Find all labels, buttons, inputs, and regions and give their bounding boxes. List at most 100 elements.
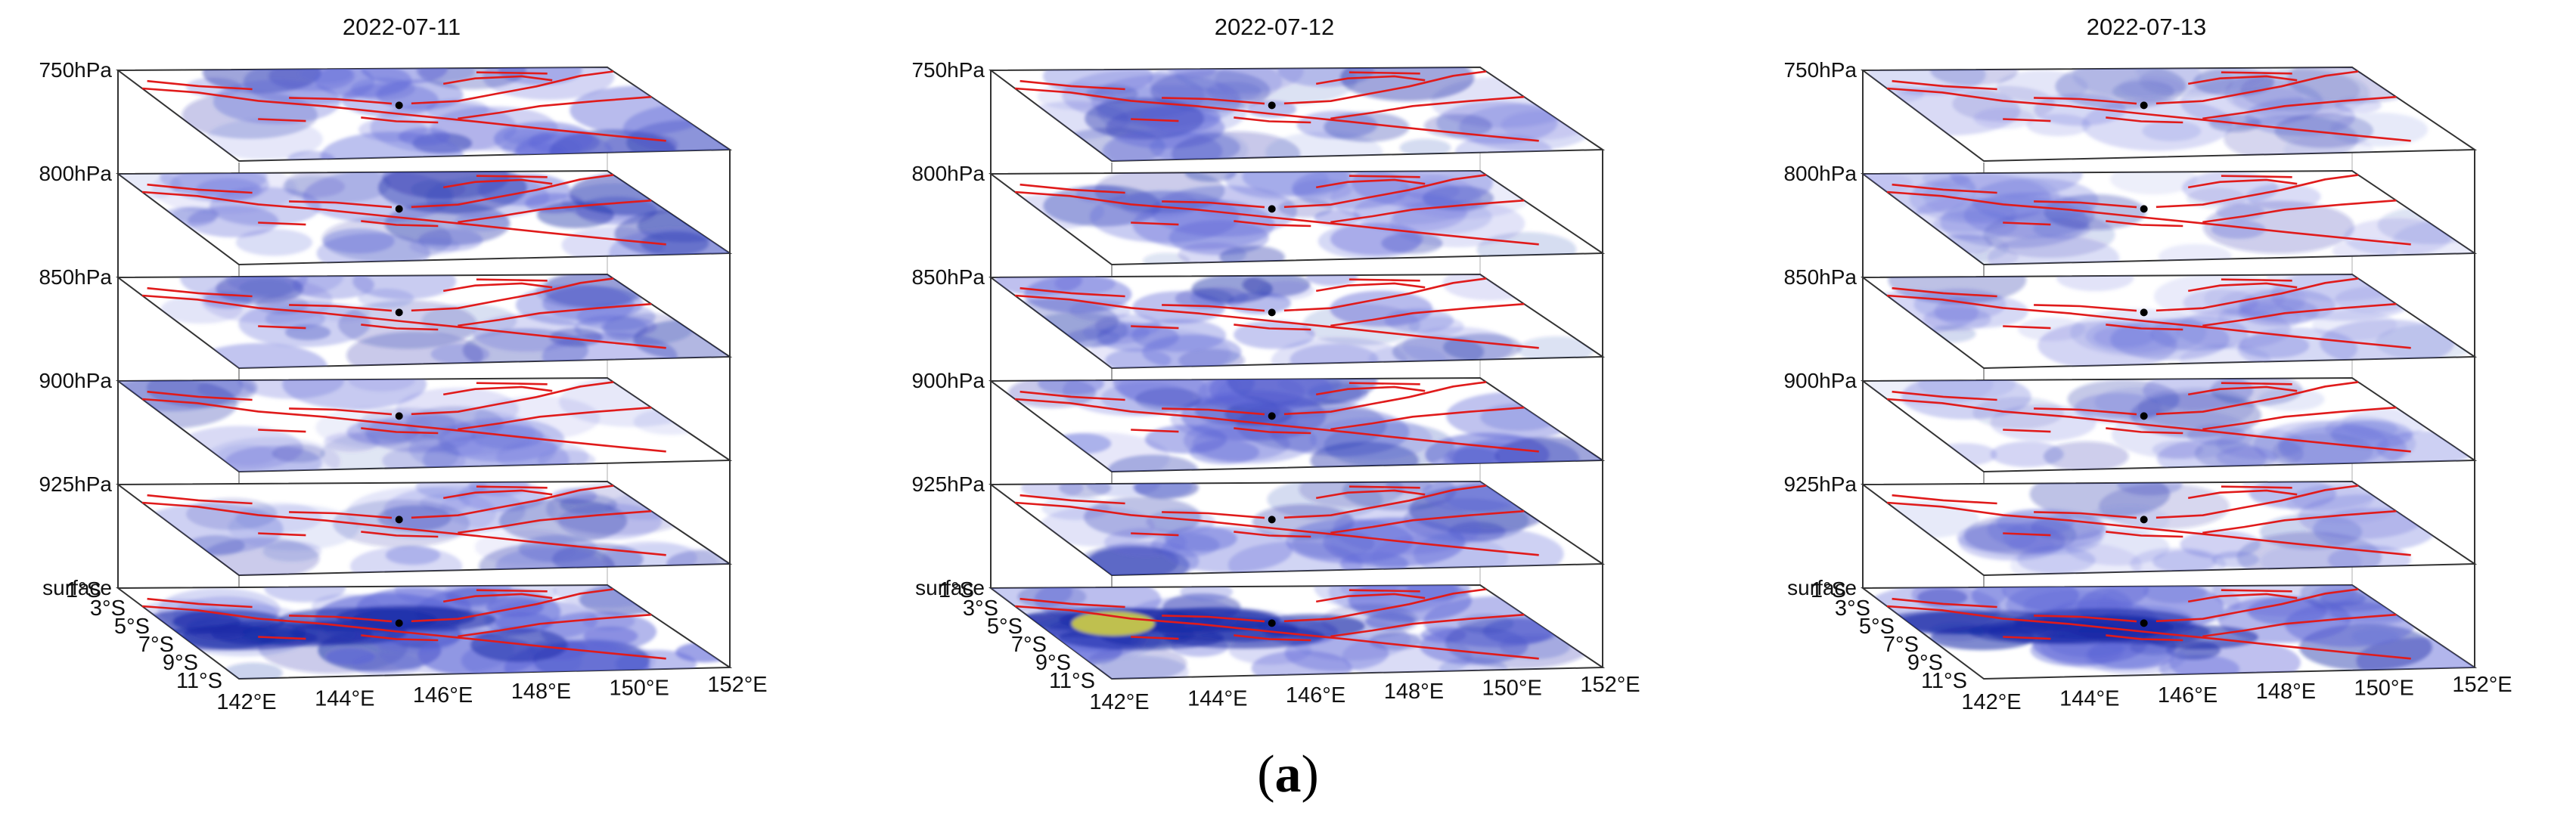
y-tick-label: 7°S <box>1883 633 1919 657</box>
field-blob <box>2135 67 2273 93</box>
fault-line <box>141 294 666 349</box>
y-tick-label: 11°S <box>176 669 222 693</box>
fault-lines <box>1014 381 1539 453</box>
field-blob <box>1286 519 1414 564</box>
field-blob <box>1399 138 1451 157</box>
level-label: 900hPa <box>911 369 985 392</box>
fault-line <box>1349 278 1420 282</box>
fault-line <box>258 221 306 226</box>
fault-line <box>1892 494 1997 505</box>
fault-line <box>2221 485 2292 489</box>
level-slab <box>989 376 1606 473</box>
fault-line <box>2106 531 2183 538</box>
level-label: 750hPa <box>39 58 112 82</box>
fault-line <box>258 636 306 640</box>
field-blob <box>1171 131 1301 161</box>
field-blob <box>416 67 526 90</box>
y-tick-label: 9°S <box>1035 651 1071 675</box>
fault-line <box>147 286 253 298</box>
fault-line <box>2155 70 2359 105</box>
field-blob <box>2158 243 2232 265</box>
field-blob <box>2311 310 2398 340</box>
field-blob <box>287 150 335 161</box>
field-blob <box>206 119 323 160</box>
field-blob <box>495 440 589 472</box>
x-tick-label: 150°E <box>1482 677 1542 701</box>
station-marker <box>395 619 403 627</box>
fault-line <box>411 485 614 519</box>
field-blob <box>1339 585 1398 599</box>
fault-line <box>289 200 393 209</box>
fault-line <box>361 531 439 538</box>
field-blob <box>2043 441 2129 472</box>
field-blob <box>1104 528 1187 557</box>
fault-line <box>1020 286 1125 298</box>
level-label: surface <box>915 576 985 599</box>
field-blob <box>358 288 414 308</box>
fault-line <box>2202 613 2397 638</box>
fault-line <box>442 282 553 293</box>
fault-line <box>2155 588 2359 623</box>
field-blob <box>1105 348 1172 368</box>
fault-line <box>1349 382 1420 386</box>
station-marker <box>1268 619 1276 627</box>
x-tick-label: 142°E <box>216 690 276 714</box>
field-blob <box>1139 104 1221 132</box>
fault-line <box>1330 613 1525 638</box>
fault-line <box>1892 183 1997 194</box>
fault-line <box>147 597 253 608</box>
field-blob <box>235 228 313 256</box>
fault-line <box>258 532 306 537</box>
fault-line <box>411 174 614 209</box>
fault-line <box>1131 118 1179 122</box>
field-blob <box>1931 443 1997 466</box>
fault-lines <box>1886 381 2411 453</box>
x-tick-label: 150°E <box>2354 677 2414 701</box>
fault-line <box>1131 325 1179 330</box>
field-blob <box>1413 528 1564 575</box>
fault-lines <box>1014 588 1539 660</box>
y-tick-label: 9°S <box>1907 651 1943 675</box>
field-blob <box>498 498 628 543</box>
level-label: 800hPa <box>1783 162 1857 185</box>
x-tick-label: 148°E <box>511 680 571 704</box>
fault-line <box>2034 511 2137 519</box>
field-blob <box>472 313 582 352</box>
level-slab <box>989 273 1606 370</box>
fault-line <box>2034 407 2137 416</box>
fault-line <box>1315 386 1426 396</box>
field-blob <box>2017 317 2086 342</box>
fault-line <box>476 278 548 282</box>
fault-line <box>1315 593 1426 603</box>
fault-line <box>2187 489 2298 500</box>
station-marker <box>395 308 403 317</box>
fault-line <box>1020 390 1125 401</box>
field-blob <box>290 620 408 645</box>
fault-line <box>1349 175 1420 178</box>
field-blob <box>1183 416 1317 464</box>
field-blob <box>333 500 470 548</box>
fault-line <box>2003 636 2051 640</box>
fault-line <box>1315 489 1426 500</box>
level-slab <box>989 584 1606 680</box>
field-blob <box>1442 274 1539 301</box>
field-blob <box>1987 508 2107 551</box>
field-blob <box>223 662 283 679</box>
fault-line <box>1234 531 1311 538</box>
station-marker <box>2140 619 2148 627</box>
field-blob <box>995 274 1082 296</box>
panel-2: 2022-07-12 surface 925hPa 900hPa 850hPa 800hP… <box>911 14 1640 714</box>
field-blob <box>2065 615 2171 639</box>
fault-line <box>411 381 614 416</box>
fault-line <box>2187 75 2298 85</box>
field-blob <box>1342 633 1473 679</box>
fault-line <box>1014 605 1539 660</box>
x-tick-label: 142°E <box>1089 690 1149 714</box>
y-tick-label: 5°S <box>114 615 150 639</box>
field-blob <box>323 228 395 254</box>
fault-line <box>1162 615 1265 623</box>
fault-line <box>2202 95 2397 120</box>
field-blob <box>160 171 268 196</box>
fault-line <box>1014 190 1539 246</box>
